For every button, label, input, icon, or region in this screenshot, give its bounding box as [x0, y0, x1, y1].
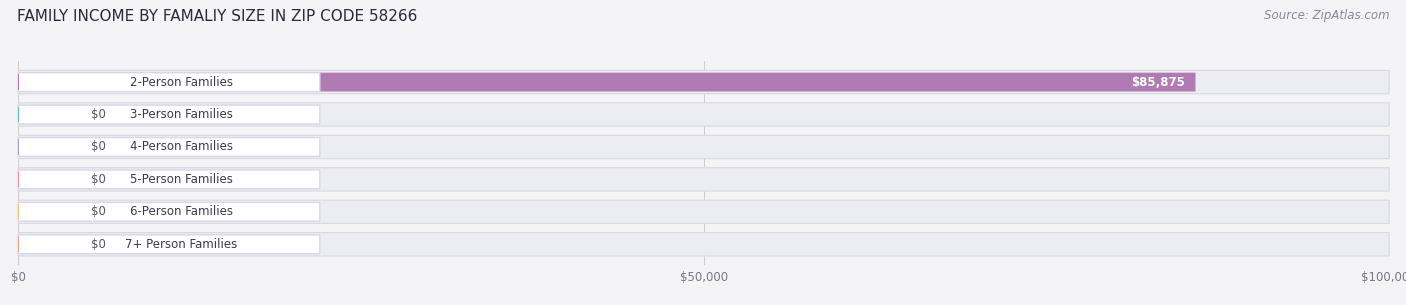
Text: $0: $0	[91, 108, 105, 121]
FancyBboxPatch shape	[18, 170, 321, 189]
FancyBboxPatch shape	[18, 105, 321, 124]
FancyBboxPatch shape	[18, 138, 80, 156]
FancyBboxPatch shape	[18, 73, 321, 92]
FancyBboxPatch shape	[18, 138, 321, 156]
Text: 4-Person Families: 4-Person Families	[129, 141, 232, 153]
FancyBboxPatch shape	[18, 235, 80, 254]
Text: 6-Person Families: 6-Person Families	[129, 205, 232, 218]
FancyBboxPatch shape	[18, 200, 1389, 224]
FancyBboxPatch shape	[18, 168, 1389, 191]
FancyBboxPatch shape	[18, 135, 1389, 159]
FancyBboxPatch shape	[18, 233, 1389, 256]
Text: $0: $0	[91, 238, 105, 251]
Text: $0: $0	[91, 141, 105, 153]
FancyBboxPatch shape	[18, 105, 80, 124]
Text: $85,875: $85,875	[1130, 76, 1184, 88]
FancyBboxPatch shape	[18, 103, 1389, 126]
FancyBboxPatch shape	[18, 70, 1389, 94]
Text: 5-Person Families: 5-Person Families	[129, 173, 232, 186]
Text: FAMILY INCOME BY FAMALIY SIZE IN ZIP CODE 58266: FAMILY INCOME BY FAMALIY SIZE IN ZIP COD…	[17, 9, 418, 24]
FancyBboxPatch shape	[18, 73, 1195, 92]
FancyBboxPatch shape	[18, 203, 321, 221]
Text: Source: ZipAtlas.com: Source: ZipAtlas.com	[1264, 9, 1389, 22]
FancyBboxPatch shape	[18, 203, 80, 221]
Text: $0: $0	[91, 205, 105, 218]
Text: 3-Person Families: 3-Person Families	[129, 108, 232, 121]
FancyBboxPatch shape	[18, 170, 80, 189]
FancyBboxPatch shape	[18, 235, 321, 254]
Text: $0: $0	[91, 173, 105, 186]
Text: 7+ Person Families: 7+ Person Families	[125, 238, 238, 251]
Text: 2-Person Families: 2-Person Families	[129, 76, 232, 88]
